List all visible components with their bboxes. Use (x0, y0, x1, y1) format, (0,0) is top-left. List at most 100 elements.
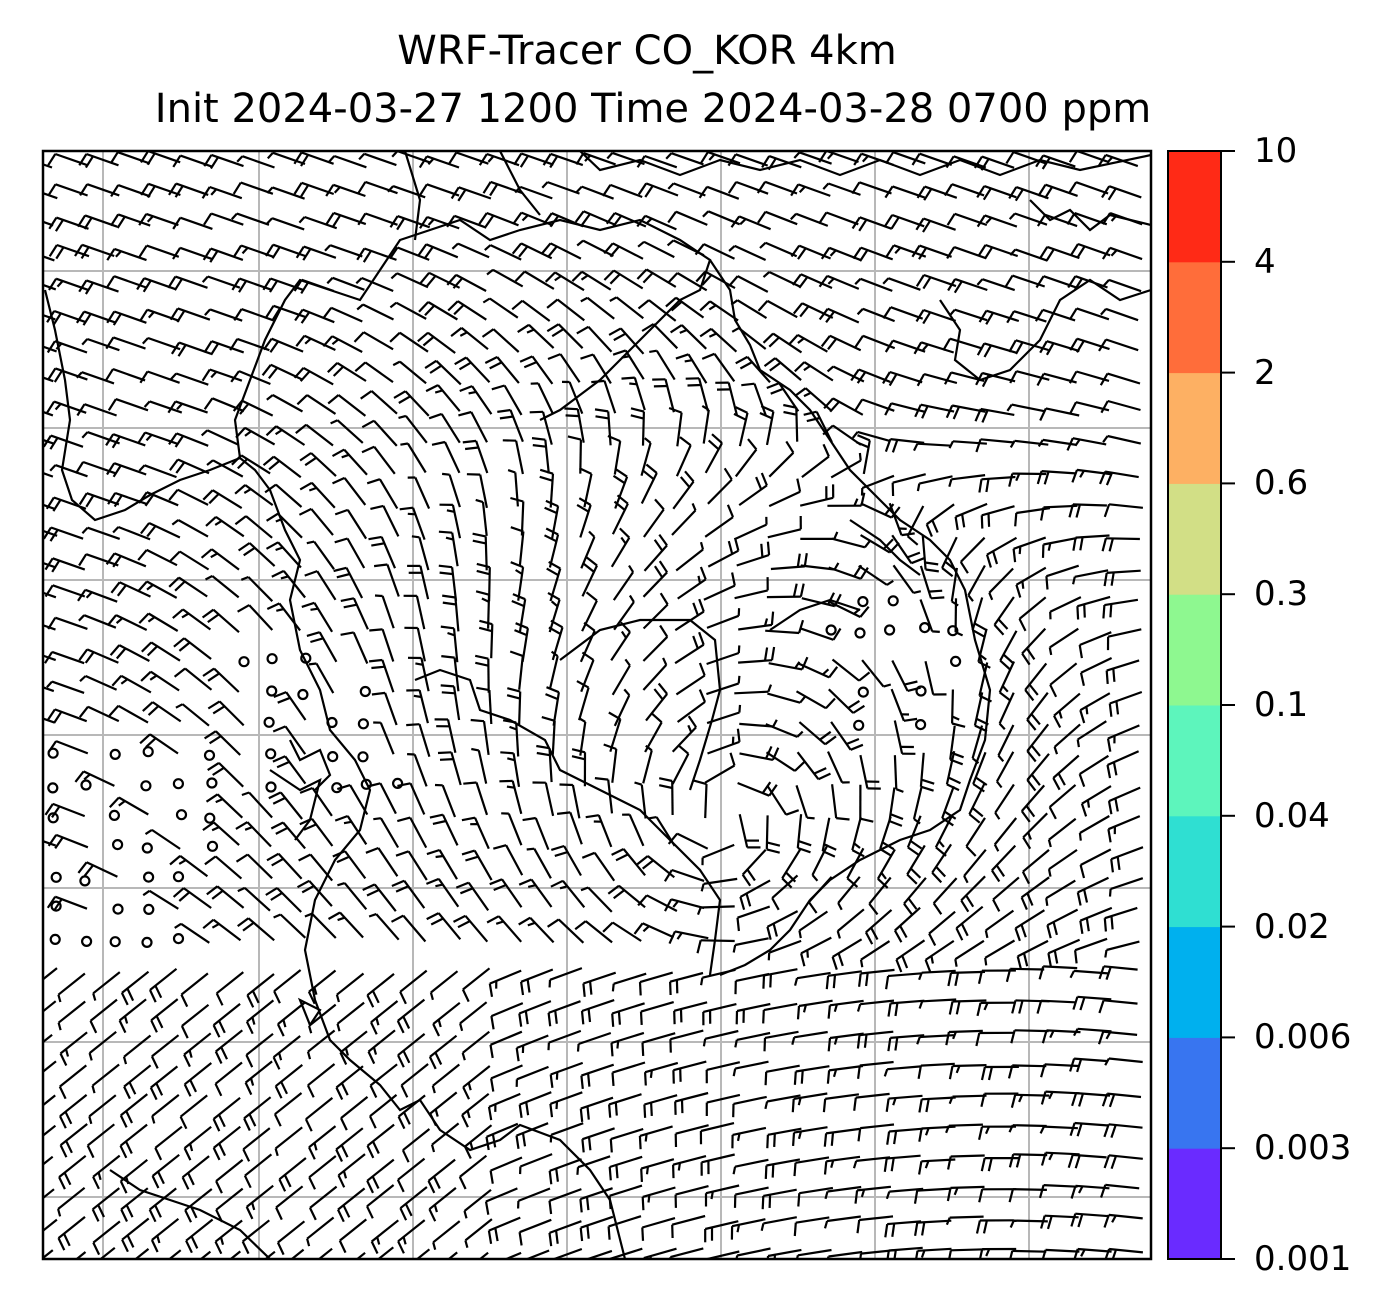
wind-barb (975, 438, 1015, 453)
wind-barb (822, 182, 861, 196)
wind-barb (397, 782, 426, 815)
wind-barb (765, 619, 805, 635)
wind-barb (876, 848, 896, 889)
wind-barb (325, 183, 366, 198)
wind-barb (474, 654, 490, 693)
wind-barb (369, 1063, 398, 1098)
wind-barb (1069, 337, 1110, 353)
wind-barb (571, 748, 587, 787)
map-title: WRF-Tracer CO_KOR 4km (397, 28, 897, 74)
wind-barb (119, 1093, 148, 1128)
wind-barb (731, 1126, 767, 1149)
wind-barb (830, 721, 864, 751)
wind-barb (499, 779, 523, 815)
calm-wind-circle (203, 749, 216, 761)
wind-barb (497, 408, 524, 443)
wind-barb (642, 624, 669, 662)
wind-barb (794, 387, 832, 412)
wind-barb (544, 271, 585, 292)
wind-barb (1007, 1064, 1047, 1079)
calm-wind-circle (112, 903, 124, 915)
wind-barb (91, 1063, 120, 1094)
wind-barb (1078, 631, 1112, 659)
wind-barb (358, 152, 397, 167)
wind-barb (578, 717, 587, 756)
wind-barb (1049, 662, 1078, 698)
wind-barb (88, 1094, 117, 1125)
wind-barb (544, 527, 560, 568)
wind-barb (306, 1216, 335, 1247)
wind-barb (245, 999, 275, 1035)
wind-barb (674, 1124, 709, 1148)
wind-barb (734, 1031, 771, 1048)
calm-wind-circle (109, 748, 121, 761)
wind-barb (234, 515, 273, 539)
wind-barb (606, 151, 645, 166)
wind-barb (798, 910, 829, 939)
wind-barb (242, 1127, 271, 1162)
wind-barb (500, 751, 521, 787)
wind-barb (699, 300, 739, 322)
wind-barb (973, 155, 1015, 171)
wind-barb (728, 244, 767, 262)
wind-barb (574, 210, 616, 226)
wind-barb (1106, 750, 1140, 779)
wind-barb (334, 508, 368, 540)
wind-barb (575, 185, 614, 200)
wind-barb (1038, 965, 1078, 980)
colorbar (1168, 151, 1221, 1260)
map-subtitle: Init 2024-03-27 1200 Time 2024-03-28 070… (154, 86, 1152, 132)
wind-barb (820, 246, 862, 262)
wind-barb (203, 212, 244, 226)
wind-barb (204, 730, 241, 756)
wind-barb (478, 152, 520, 167)
calm-wind-circle (887, 595, 899, 607)
wind-barb (732, 1158, 769, 1175)
wind-barb (640, 463, 658, 504)
wind-barb (1039, 245, 1080, 261)
wind-barb (946, 1185, 985, 1202)
wind-barb (136, 277, 177, 293)
wind-barb (243, 1096, 272, 1131)
wind-barb (461, 967, 491, 1003)
wind-barb (675, 541, 705, 572)
wind-barb (168, 488, 209, 506)
wind-barb (967, 564, 986, 602)
wind-barb (698, 185, 740, 200)
wind-barb (427, 1158, 456, 1194)
wind-barb (501, 812, 523, 846)
wind-barb (641, 1032, 676, 1056)
wind-barb (737, 781, 778, 797)
wind-barb (1072, 534, 1110, 551)
wind-barb (610, 1031, 645, 1057)
wind-barb (396, 998, 426, 1034)
wind-barb (327, 911, 364, 939)
wind-barb (43, 471, 54, 478)
wind-barb (580, 651, 595, 693)
wind-barb (154, 1125, 183, 1161)
wind-barb (134, 1248, 150, 1259)
wind-barb (671, 744, 690, 785)
wind-barb (1068, 307, 1110, 321)
wind-barb (290, 1248, 305, 1259)
wind-barb (293, 151, 334, 167)
wind-barb (510, 561, 525, 601)
wind-barb (918, 1096, 956, 1113)
wind-barb (882, 277, 921, 291)
calm-wind-circle (265, 781, 277, 793)
wind-barb (328, 154, 367, 169)
wind-barb (644, 1061, 679, 1086)
wind-barb (945, 1029, 983, 1046)
wind-barb (796, 814, 812, 854)
wind-barb (541, 181, 580, 195)
wind-barb (571, 270, 612, 291)
wind-barb (914, 1219, 952, 1236)
wind-barb (237, 604, 274, 631)
wind-barb (105, 552, 147, 568)
wind-barb (92, 971, 121, 1001)
wind-barb (766, 785, 800, 816)
wind-barb (202, 821, 240, 846)
wind-barb (88, 1030, 117, 1061)
wind-barb (954, 502, 988, 531)
wind-barb (830, 452, 862, 479)
